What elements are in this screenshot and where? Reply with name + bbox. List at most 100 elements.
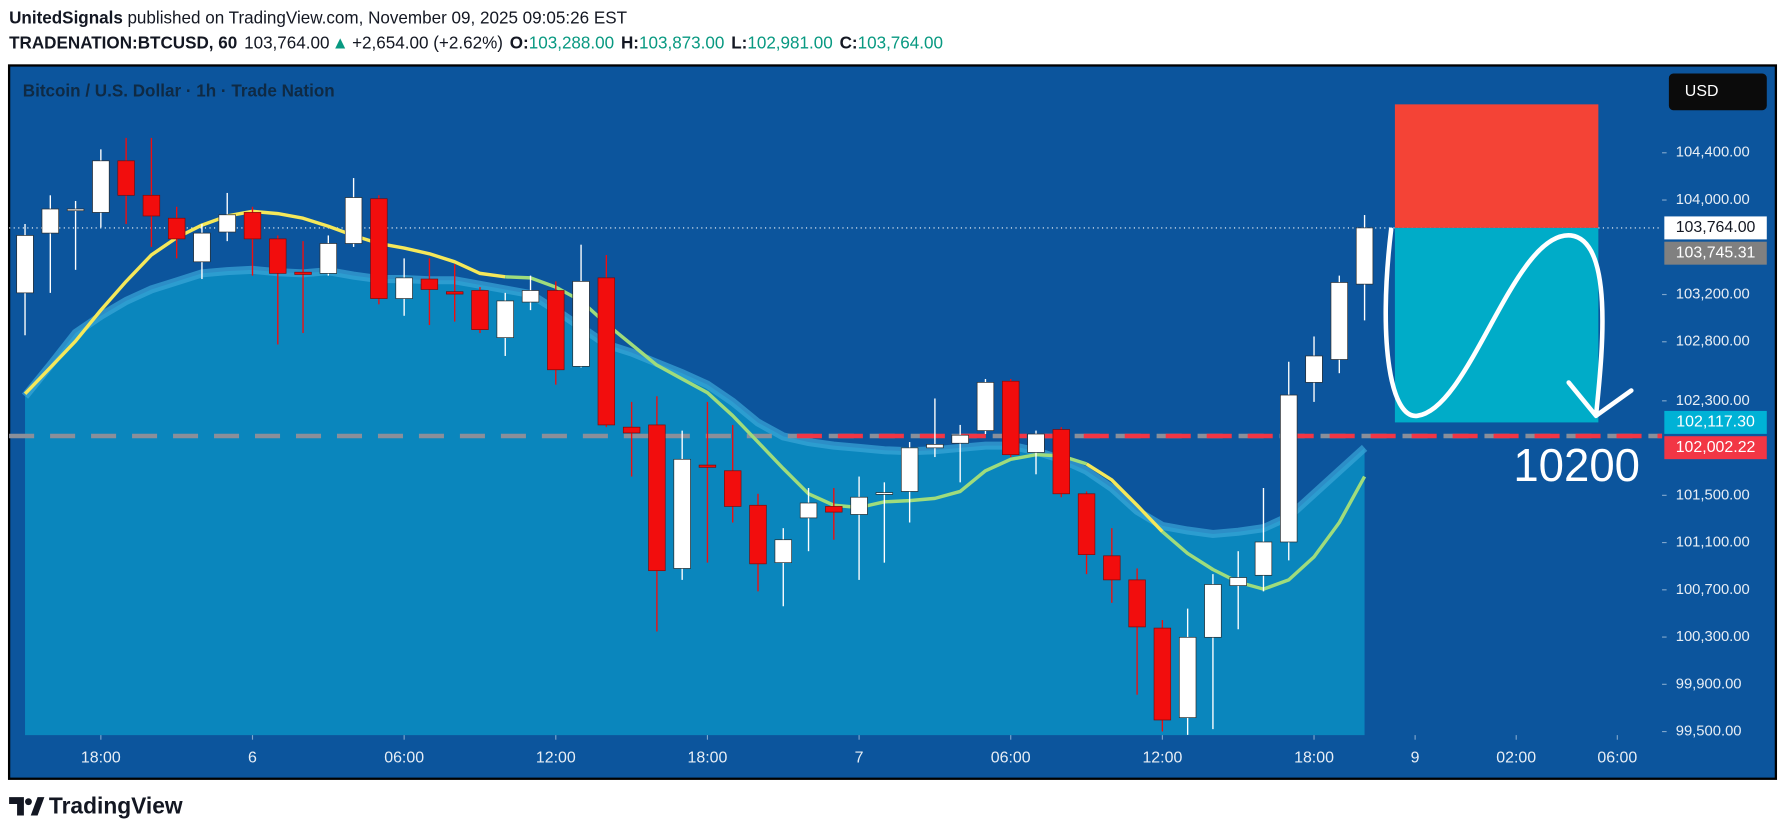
candle-body	[1305, 355, 1323, 383]
ohlc-value: 103,764.00	[858, 32, 943, 52]
candle-body	[1153, 627, 1172, 721]
candle-body	[572, 281, 590, 367]
candle-body	[344, 197, 363, 244]
candle-body	[1027, 433, 1045, 453]
currency-button[interactable]	[1668, 73, 1767, 111]
symbol: TRADENATION:BTCUSD, 60	[9, 32, 237, 52]
ohlc-value: 103,873.00	[639, 32, 724, 52]
candle-body	[900, 447, 919, 492]
candle-body	[1178, 636, 1197, 718]
symbol-line: TRADENATION:BTCUSD, 60 103,764.00 ▲ +2,654.…	[9, 32, 943, 52]
logo-slash	[30, 797, 45, 816]
candle-body	[41, 208, 59, 234]
price-label: 102,117.30	[1676, 414, 1755, 431]
candle-body	[724, 470, 742, 507]
candle-body	[976, 382, 995, 431]
y-tick-label: 102,800.00	[1676, 334, 1750, 350]
candle-body	[1052, 429, 1070, 495]
x-tick-label: 6	[248, 749, 257, 766]
candle-body	[193, 232, 211, 263]
y-tick-label: 100,300.00	[1676, 629, 1750, 645]
candle-body	[16, 235, 34, 294]
candle-body	[850, 496, 868, 515]
candle-body	[875, 492, 894, 495]
price-label-box	[1664, 241, 1767, 265]
candle-body	[1204, 584, 1222, 638]
logo-mark	[9, 797, 24, 816]
y-tick-label: 100,700.00	[1676, 582, 1750, 598]
price: 103,764.00	[244, 32, 329, 52]
candle-body	[1280, 394, 1298, 543]
y-tick-label: 101,100.00	[1676, 534, 1750, 550]
candle-body	[243, 212, 262, 240]
x-tick-label: 18:00	[81, 749, 121, 766]
x-tick-label: 06:00	[1597, 749, 1637, 766]
candle-body	[1128, 579, 1146, 628]
candle-body	[319, 243, 338, 274]
change: +2,654.00 (+2.62%)	[352, 32, 503, 52]
candle-body	[673, 458, 691, 569]
publish-line: UnitedSignals published on TradingView.co…	[9, 7, 627, 27]
candle-body	[749, 504, 767, 565]
ohlc-value: 103,288.00	[529, 32, 614, 52]
author: UnitedSignals	[9, 7, 123, 27]
candle-body	[825, 506, 843, 513]
candle-body	[66, 208, 85, 212]
candle-body	[1077, 493, 1096, 555]
ohlc-value: 102,981.00	[747, 32, 832, 52]
candle-body	[622, 426, 641, 434]
x-tick-label: 7	[855, 749, 864, 766]
x-tick-label: 06:00	[991, 749, 1031, 766]
x-tick-label: 12:00	[536, 749, 576, 766]
annotation: 10200	[1513, 440, 1640, 491]
x-tick-label: 9	[1411, 749, 1420, 766]
x-tick-label: 18:00	[688, 749, 728, 766]
x-tick-label: 06:00	[384, 749, 424, 766]
candle-body	[951, 434, 969, 444]
candle-body	[1002, 380, 1020, 456]
currency-label: USD	[1685, 83, 1719, 100]
y-tick-label: 99,900.00	[1676, 676, 1742, 692]
drawn-arrow	[1383, 227, 1634, 419]
price-label-box	[1664, 216, 1767, 240]
candle-body	[92, 160, 110, 213]
band-edge	[21, 265, 1368, 538]
candle-body	[167, 217, 186, 240]
candle-body	[597, 277, 616, 426]
candle-body	[1355, 227, 1374, 285]
candle-body	[370, 198, 388, 299]
candle-body	[420, 278, 439, 290]
y-tick-label: 101,500.00	[1676, 487, 1750, 503]
price-label-box	[1664, 436, 1767, 460]
candle-body	[471, 290, 489, 330]
ma-line	[23, 209, 1164, 533]
ohlc-label: C:	[840, 32, 858, 52]
chart-title: Bitcoin / U.S. Dollar · 1h · Trade Natio…	[23, 80, 335, 100]
target-zone	[1394, 227, 1599, 423]
candle-body	[774, 539, 792, 564]
candle-body	[799, 502, 818, 519]
ohlc-label: L:	[731, 32, 747, 52]
candle-body	[496, 300, 514, 338]
candle-body	[698, 464, 717, 468]
x-tick-label: 18:00	[1294, 749, 1334, 766]
candle-body	[926, 444, 944, 449]
price-label: 103,764.00	[1676, 219, 1756, 236]
candle-body	[294, 271, 312, 275]
candle-body	[142, 194, 161, 217]
ohlc-label: O:	[510, 32, 529, 52]
candle-body	[648, 424, 666, 572]
logo-dot	[25, 798, 32, 806]
candle-body	[446, 291, 464, 295]
stop-zone	[1394, 104, 1599, 228]
arrow: ▲	[332, 32, 349, 52]
brand: TradingView	[49, 792, 183, 818]
y-tick-label: 104,400.00	[1676, 145, 1750, 161]
candle-body	[521, 290, 540, 303]
price-label: 102,002.22	[1676, 439, 1756, 456]
x-tick-label: 02:00	[1496, 749, 1536, 766]
candle-body	[269, 238, 287, 274]
y-tick-label: 104,000.00	[1676, 192, 1750, 208]
